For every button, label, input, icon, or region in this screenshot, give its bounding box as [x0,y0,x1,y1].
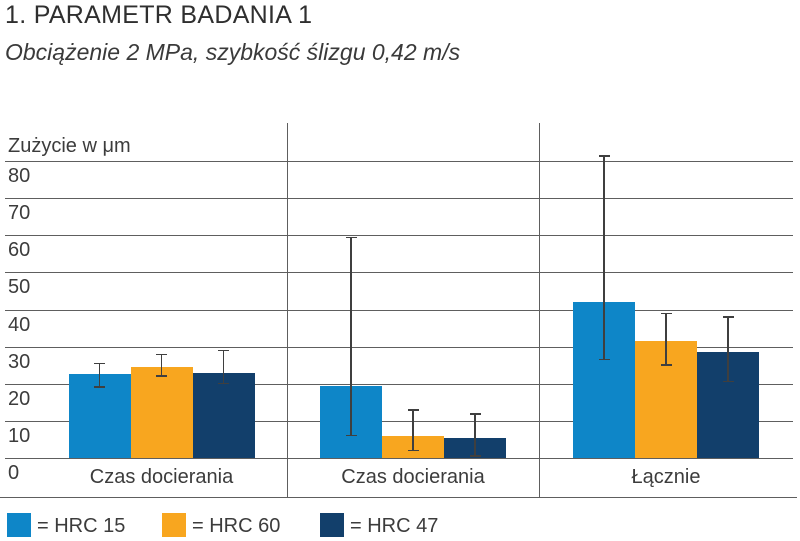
error-bar-cap-bottom [94,386,105,389]
legend-swatch-2 [162,513,186,537]
y-tick-label: 50 [8,276,31,299]
error-bar-cap-bottom [156,375,167,377]
y-tick-label: 60 [8,239,31,262]
error-bar-cap-top [722,316,734,319]
error-bar-cap-top [94,362,105,365]
gridline [5,309,793,311]
category-label: Łącznie [631,466,701,488]
y-tick-label: 80 [8,165,31,187]
error-bar-cap-top [156,353,167,356]
error-bar-line [350,237,352,436]
error-bar-line [603,155,605,360]
error-bar-cap-bottom [218,382,229,385]
y-tick-label: 0 [8,462,20,484]
y-tick-label: 40 [8,313,31,336]
error-bar-cap-top [218,349,229,352]
page-subtitle: Obciążenie 2 MPa, szybkość ślizgu 0,42 m… [5,39,461,65]
error-bar-cap-bottom [598,358,610,361]
error-bar-line [727,316,729,382]
y-tick-label: 70 [8,202,31,225]
error-bar-cap-bottom [469,455,481,457]
error-bar-cap-top [598,154,610,157]
error-bar-line [474,413,476,457]
y-tick-label: 10 [8,424,31,447]
page-title: 1. PARAMETR BADANIA 1 [5,1,313,29]
legend-label-1: = HRC 15 [37,515,126,537]
error-bar-line [160,354,163,377]
error-bar-cap-bottom [345,434,357,437]
error-bar-cap-bottom [660,364,672,366]
error-bar-cap-top [660,312,672,315]
error-bar-cap-top [469,412,481,415]
gridline [5,346,793,348]
legend-label-2: = HRC 60 [192,515,281,537]
category-label: Czas docierania [89,466,234,488]
y-tick-label: 20 [8,387,31,410]
axis-baseline [5,458,793,459]
bar-hrc-60-group-1 [130,367,193,458]
chart-bottom-border [0,497,797,498]
error-bar-line [222,350,225,384]
error-bar-cap-top [345,236,357,239]
legend-label-3: = HRC 47 [350,515,439,537]
error-bar-cap-top [407,409,419,411]
bar-hrc-15-group-1 [68,374,131,458]
gridline [5,420,793,422]
error-bar-line [412,409,414,451]
y-axis-title: Zużycie w μm [8,135,131,157]
group-divider [539,123,540,497]
gridline [5,198,793,200]
group-divider [287,123,288,497]
legend-swatch-3 [320,513,344,537]
bar-hrc-47-group-1 [192,372,255,458]
legend-swatch-1 [7,513,31,537]
error-bar-cap-bottom [722,380,734,383]
error-bar-line [665,313,667,366]
gridline [5,161,793,162]
category-label: Czas docierania [341,466,485,488]
error-bar-cap-bottom [407,449,419,452]
y-tick-label: 30 [8,350,31,373]
gridline [5,272,793,274]
gridline [5,235,793,237]
gridline [5,383,793,385]
error-bar-line [98,363,101,388]
